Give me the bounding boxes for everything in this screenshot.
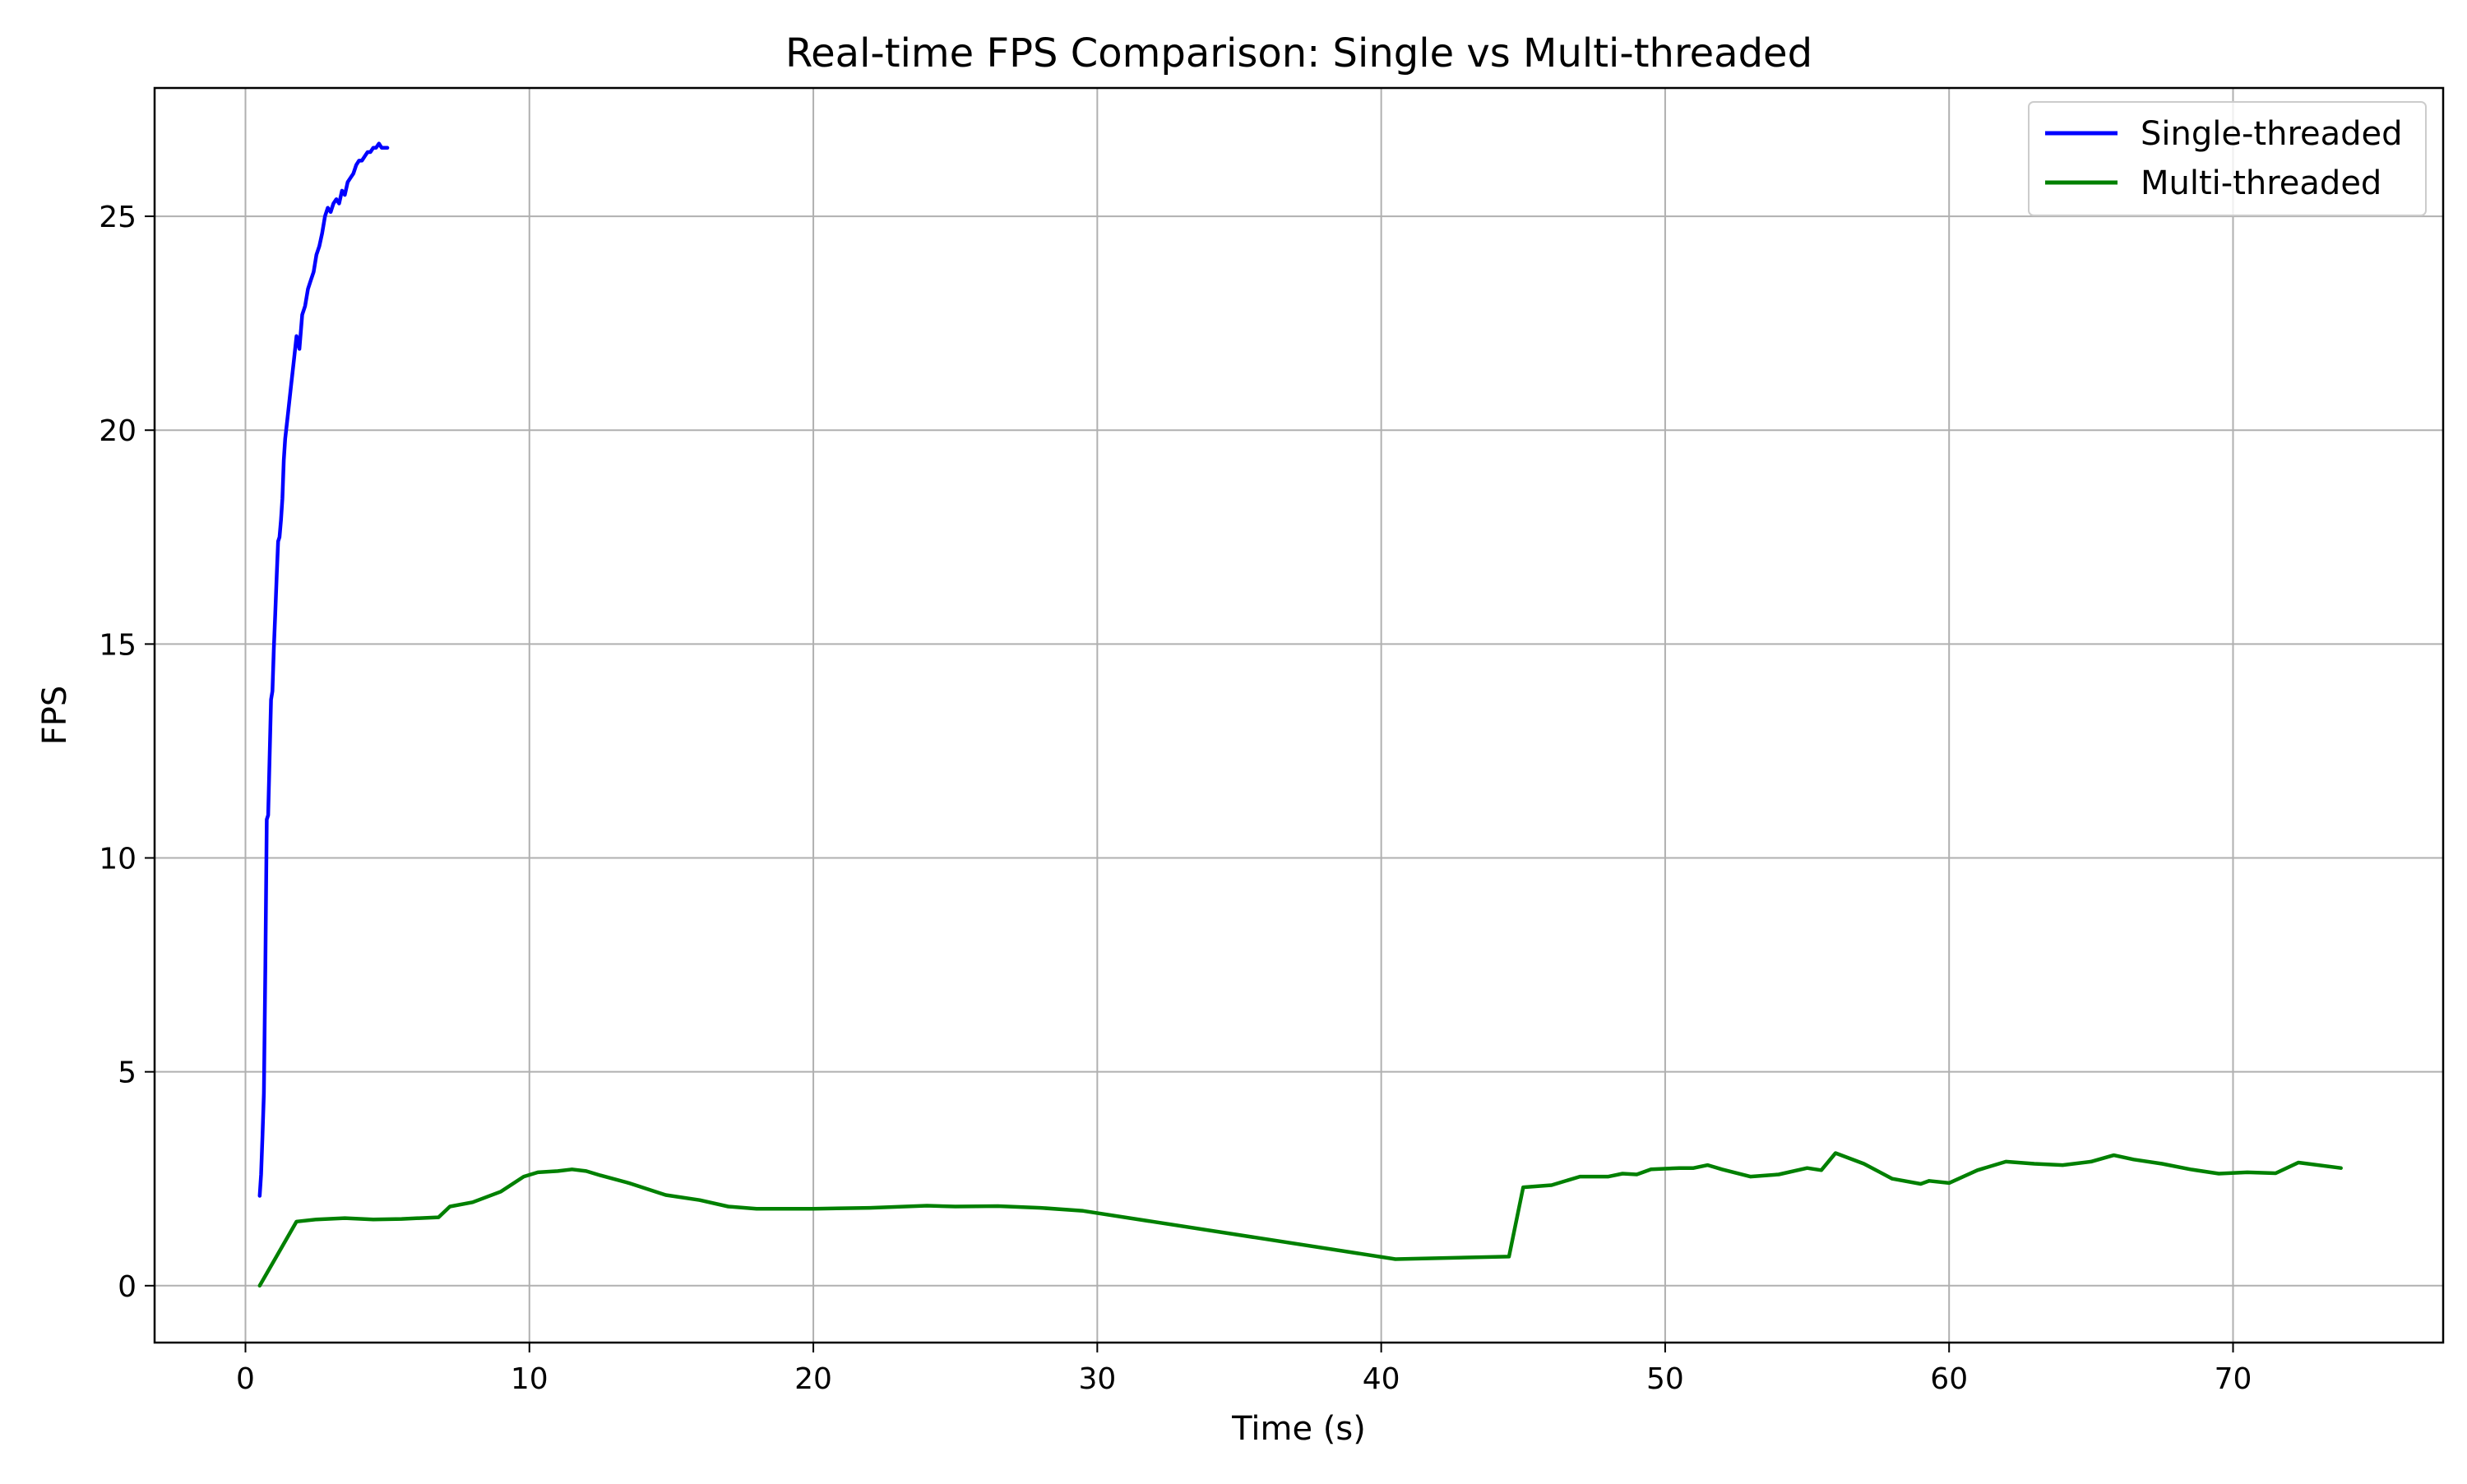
x-tick-label: 0 [236,1362,255,1396]
single-threaded-line [257,141,390,1198]
legend: Single-threaded Multi-threaded [2028,101,2427,216]
x-tick-label: 30 [1078,1362,1116,1396]
legend-label-single-threaded: Single-threaded [2141,115,2403,153]
y-tick-label: 5 [118,1056,137,1090]
legend-label-multi-threaded: Multi-threaded [2141,164,2381,202]
series-lines [257,141,2343,1288]
legend-box [2028,101,2427,216]
x-tick-label: 70 [2215,1362,2252,1396]
y-tick-label: 20 [99,414,137,448]
x-tick-label: 60 [1930,1362,1968,1396]
axis-ticks: 0 10 20 30 40 50 60 70 0 5 10 15 20 25 [99,201,2252,1396]
y-tick-label: 15 [99,628,137,662]
x-tick-label: 40 [1363,1362,1400,1396]
x-tick-label: 20 [794,1362,832,1396]
y-tick-label: 0 [118,1270,137,1304]
y-axis-label: FPS [36,686,74,746]
x-tick-label: 50 [1646,1362,1684,1396]
grid-lines [155,88,2443,1343]
plot-area-frame [153,86,2445,1344]
x-axis-label: Time (s) [1231,1410,1366,1448]
multi-threaded-line [257,1151,2343,1288]
x-tick-label: 10 [511,1362,548,1396]
chart-title: Real-time FPS Comparison: Single vs Mult… [785,30,1812,76]
y-tick-label: 25 [99,201,137,234]
y-tick-label: 10 [99,843,137,876]
